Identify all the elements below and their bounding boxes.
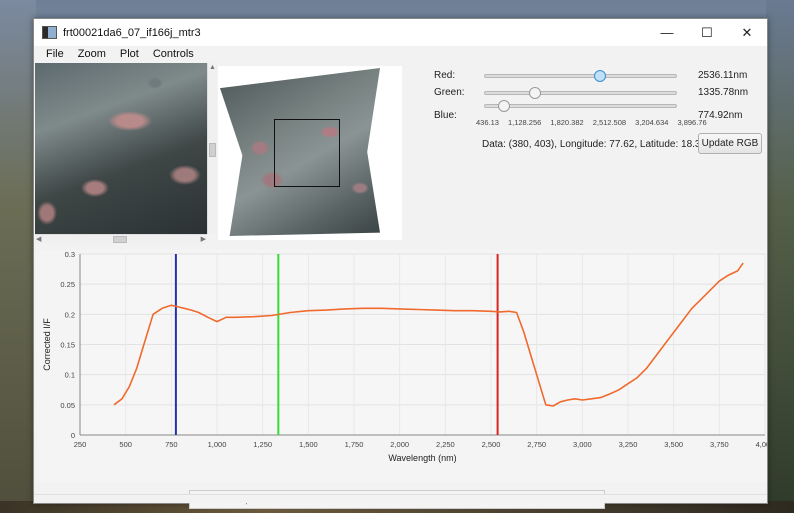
desktop-background-left bbox=[0, 0, 36, 513]
x-tick-label: 1,250 bbox=[253, 440, 272, 449]
blue-slider[interactable] bbox=[484, 100, 677, 112]
spectrum-chart[interactable]: 0 0.05 0.1 0.15 0.2 0.25 0.3 250 500 750 1,000 1,25… bbox=[36, 250, 774, 482]
slider-tick-label: 436.13 bbox=[476, 118, 499, 127]
close-button[interactable]: ✕ bbox=[741, 24, 753, 40]
blue-label: Blue: bbox=[434, 110, 457, 121]
image-horizontal-scrollbar[interactable]: ◀ ▶ bbox=[35, 234, 207, 244]
y-tick-label: 0 bbox=[71, 431, 75, 440]
x-tick-label: 2,000 bbox=[390, 440, 409, 449]
slider-tick-label: 1,820.382 bbox=[550, 118, 584, 127]
scroll-left-icon[interactable]: ◀ bbox=[36, 236, 42, 243]
y-tick-label: 0.2 bbox=[65, 310, 75, 319]
maximize-button[interactable]: ☐ bbox=[701, 24, 713, 40]
red-slider[interactable] bbox=[484, 70, 677, 82]
x-tick-label: 250 bbox=[74, 440, 87, 449]
slider-tick-label: 3,204.634 bbox=[635, 118, 669, 127]
blue-value: 774.92nm bbox=[698, 110, 743, 121]
x-axis-label: Wavelength (nm) bbox=[388, 453, 456, 463]
y-tick-label: 0.25 bbox=[60, 280, 75, 289]
slider-tick-label: 2,512.508 bbox=[592, 118, 627, 127]
menu-file[interactable]: File bbox=[46, 48, 64, 60]
x-tick-label: 2,500 bbox=[482, 440, 501, 449]
green-label: Green: bbox=[434, 87, 465, 98]
slider-tick-label: 1,128.256 bbox=[507, 118, 542, 127]
menu-zoom[interactable]: Zoom bbox=[77, 48, 106, 60]
x-tick-label: 3,250 bbox=[619, 440, 638, 449]
menu-bar: File Zoom Plot Controls bbox=[34, 46, 767, 62]
menu-controls[interactable]: Controls bbox=[152, 48, 194, 60]
green-slider-thumb[interactable] bbox=[528, 87, 541, 99]
y-tick-label: 0.15 bbox=[60, 341, 75, 350]
slider-tick-labels: 436.13 1,128.256 1,820.382 2,512.508 3,2… bbox=[476, 118, 707, 127]
app-icon bbox=[42, 26, 57, 39]
overview-image[interactable] bbox=[220, 68, 380, 236]
x-tick-label: 4,000 bbox=[756, 440, 767, 449]
spectrum-chart-area: 0 0.05 0.1 0.15 0.2 0.25 0.3 250 500 750 1,000 1,25… bbox=[36, 250, 774, 482]
x-tick-label: 3,500 bbox=[664, 440, 683, 449]
window-controls: — ☐ ✕ bbox=[647, 19, 767, 46]
x-tick-label: 1,500 bbox=[299, 440, 318, 449]
x-tick-label: 3,750 bbox=[710, 440, 729, 449]
scroll-right-icon[interactable]: ▶ bbox=[200, 236, 206, 243]
slider-tick-label: 3,896.76 bbox=[677, 118, 707, 127]
update-rgb-button[interactable]: Update RGB bbox=[698, 133, 762, 154]
spectrum-series-line bbox=[113, 262, 744, 407]
horizontal-scroll-thumb[interactable] bbox=[113, 236, 127, 243]
main-content: ▲ ◀ ▶ Red: 2536.11nm Green: 1335.78nm Bl… bbox=[34, 62, 774, 509]
minimize-button[interactable]: — bbox=[660, 25, 674, 40]
green-slider[interactable] bbox=[484, 87, 677, 99]
blue-slider-thumb[interactable] bbox=[498, 100, 511, 112]
title-bar[interactable]: frt00021da6_07_if166j_mtr3 — ☐ ✕ bbox=[34, 19, 767, 46]
x-tick-label: 3,000 bbox=[573, 440, 592, 449]
menu-plot[interactable]: Plot bbox=[119, 48, 139, 60]
zoomed-image-view[interactable] bbox=[35, 63, 207, 234]
rgb-controls: Red: 2536.11nm Green: 1335.78nm Blue: 77… bbox=[434, 62, 767, 172]
x-tick-label: 500 bbox=[119, 440, 132, 449]
window-title: frt00021da6_07_if166j_mtr3 bbox=[63, 26, 201, 39]
app-window: frt00021da6_07_if166j_mtr3 — ☐ ✕ File Zo… bbox=[33, 18, 774, 509]
vertical-scroll-thumb[interactable] bbox=[209, 143, 216, 157]
desktop-background-right bbox=[766, 0, 794, 513]
overview-image-panel bbox=[218, 66, 402, 240]
y-axis-label: Corrected I/F bbox=[42, 318, 52, 371]
x-tick-label: 750 bbox=[165, 440, 178, 449]
pixel-coordinates-readout: Data: (380, 403), Longitude: 77.62, Lati… bbox=[482, 139, 707, 150]
x-tick-label: 2,250 bbox=[436, 440, 455, 449]
region-of-interest-box[interactable] bbox=[274, 119, 340, 187]
green-value: 1335.78nm bbox=[698, 87, 749, 98]
red-slider-thumb[interactable] bbox=[593, 70, 606, 82]
y-tick-label: 0.1 bbox=[65, 371, 75, 380]
x-tick-label: 1,000 bbox=[208, 440, 227, 449]
scroll-up-icon[interactable]: ▲ bbox=[209, 64, 216, 71]
x-tick-label: 1,750 bbox=[345, 440, 364, 449]
x-tick-label: 2,750 bbox=[527, 440, 546, 449]
status-bar bbox=[34, 494, 767, 503]
image-vertical-scrollbar[interactable]: ▲ bbox=[207, 63, 217, 234]
y-tick-label: 0.05 bbox=[60, 401, 75, 410]
y-tick-label: 0.3 bbox=[65, 250, 75, 259]
red-label: Red: bbox=[434, 70, 456, 81]
red-value: 2536.11nm bbox=[698, 70, 748, 81]
